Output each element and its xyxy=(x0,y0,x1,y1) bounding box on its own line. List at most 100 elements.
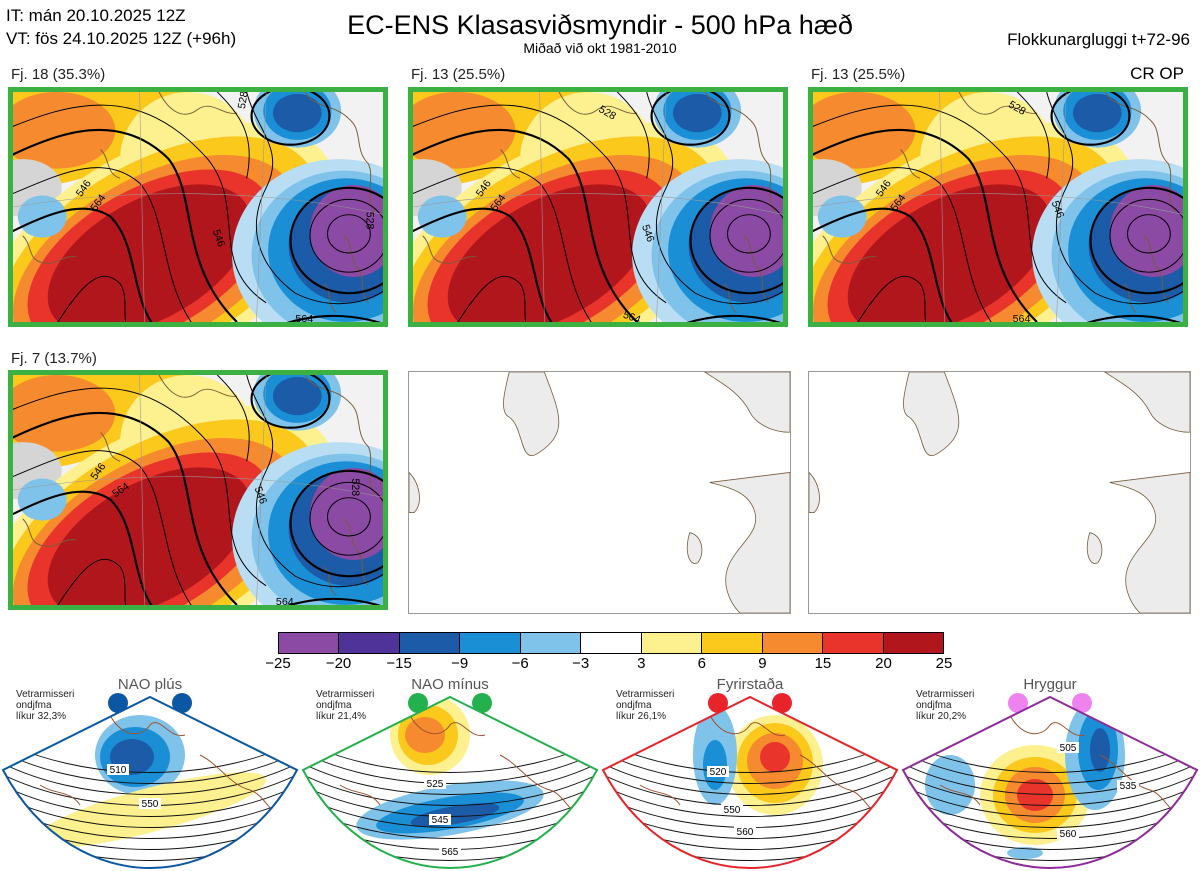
regime-meta: Vetrarmisseri ondjfma líkur 26,1% xyxy=(616,689,674,722)
anomaly-field xyxy=(1090,728,1110,772)
regime-dot xyxy=(408,693,428,713)
colorbar-segment xyxy=(519,633,581,653)
colorbar-segment xyxy=(822,633,883,653)
cluster-panel-2: 564 546 528 546 564 xyxy=(408,87,788,327)
regime-meta-line: líkur 20,2% xyxy=(916,711,967,722)
colorbar-tick-label: 15 xyxy=(814,655,832,672)
height-contour xyxy=(903,756,1197,795)
cluster-panel-1: 564 546 528 528 546 564 xyxy=(8,87,388,327)
panel-label-1: Fj. 18 (35.3%) xyxy=(11,66,106,83)
panel-label-4: Fj. 7 (13.7%) xyxy=(11,350,97,367)
page-title: EC-ENS Klasasviðsmyndir - 500 hPa hæð xyxy=(347,10,853,40)
regime-name: Fyrirstaða xyxy=(716,676,784,693)
contour-label-bg xyxy=(707,766,729,777)
contour-label-bg xyxy=(139,798,161,809)
regime-meta-line: Vetrarmisseri xyxy=(916,689,975,700)
contour-label: 546 xyxy=(1049,199,1067,220)
colorbar-tick-label: −20 xyxy=(325,655,352,672)
colorbar-tick-label: −15 xyxy=(386,655,412,672)
contour-label: 525 xyxy=(427,779,444,790)
regime-meta-line: Vetrarmisseri xyxy=(316,689,375,700)
empty-panel-5 xyxy=(408,371,791,614)
colorbar xyxy=(278,632,944,654)
empty-panel-6 xyxy=(808,371,1191,614)
init-time: IT: mán 20.10.2025 12Z xyxy=(6,6,186,25)
regime-meta-line: líkur 21,4% xyxy=(316,711,367,722)
contour-label: 546 xyxy=(210,228,228,249)
contour-label: 545 xyxy=(432,815,449,826)
regime-dot xyxy=(472,693,492,713)
classification-window: Flokkunargluggi t+72-96 xyxy=(1007,30,1190,49)
colorbar-tick-label: 20 xyxy=(875,655,892,672)
contour-label: 546 xyxy=(252,485,270,506)
anomaly-field xyxy=(703,740,727,790)
anomaly-field xyxy=(760,742,790,772)
legend-tag: CR OP xyxy=(1130,64,1184,83)
regime-dot xyxy=(772,693,792,713)
colorbar-segment xyxy=(338,633,399,653)
regime-border xyxy=(601,695,899,870)
anomaly-field xyxy=(33,772,267,848)
regime-name: Hryggur xyxy=(1023,676,1077,693)
height-contour xyxy=(603,767,897,806)
contour-label: 550 xyxy=(724,805,741,816)
regime-meta-line: líkur 26,1% xyxy=(616,711,667,722)
regime-meta-line: Vetrarmisseri xyxy=(616,689,675,700)
anomaly-field xyxy=(1017,779,1053,811)
height-contour xyxy=(3,778,297,817)
contour-label: 535 xyxy=(1120,781,1137,792)
header-info: IT: mán 20.10.2025 12Z VT: fös 24.10.202… xyxy=(6,4,236,50)
regime-meta-line: ondjfma xyxy=(616,700,652,711)
height-contour xyxy=(303,745,597,784)
height-contour xyxy=(303,767,597,806)
colorbar-tick-label: −25 xyxy=(265,655,291,672)
contour-label-bg xyxy=(721,804,743,815)
contour-label: 550 xyxy=(142,799,159,810)
regime-dot xyxy=(1008,693,1028,713)
contour-label: 528 xyxy=(349,478,361,496)
colorbar-tick-label: −3 xyxy=(572,655,590,672)
contour-label-bg xyxy=(1057,742,1079,753)
regime-map: 505 535 560 xyxy=(901,695,1199,870)
contour-label: 560 xyxy=(1060,829,1077,840)
regime-dot xyxy=(172,693,192,713)
contour-label: 565 xyxy=(442,847,459,858)
height-contour xyxy=(603,778,897,817)
regime-name: NAO plús xyxy=(117,676,183,693)
colorbar-tick-label: 25 xyxy=(935,655,953,672)
regime-meta-line: Vetrarmisseri xyxy=(16,689,75,700)
contour-label: 546 xyxy=(639,223,657,244)
contour-label: 528 xyxy=(363,212,375,230)
regime-meta-line: ondjfma xyxy=(916,700,952,711)
colorbar-segment xyxy=(398,633,460,653)
panel-label-3: Fj. 13 (25.5%) xyxy=(811,66,906,83)
colorbar-tick-label: −9 xyxy=(451,655,469,672)
colorbar-segment xyxy=(761,633,823,653)
colorbar-segment xyxy=(640,633,702,653)
contour-label: 560 xyxy=(737,827,754,838)
cluster-panel-4: 546 564 546 528 564 xyxy=(8,370,388,610)
height-contour xyxy=(3,756,297,795)
cluster-panel-3: 564 546 528 546 564 xyxy=(808,87,1188,327)
regime-meta-line: líkur 32,3% xyxy=(16,711,67,722)
regime-map: 525 545 565 xyxy=(301,695,599,870)
contour-label-bg xyxy=(1057,828,1079,839)
height-contour xyxy=(903,767,1197,806)
regime-border xyxy=(1,695,299,870)
anomaly-field xyxy=(405,717,445,753)
colorbar-tick-label: 6 xyxy=(697,655,706,672)
contour-label: 564 xyxy=(276,596,294,605)
colorbar-tick-label: −6 xyxy=(511,655,529,672)
regime-meta: Vetrarmisseri ondjfma líkur 21,4% xyxy=(316,689,374,722)
regime-border xyxy=(901,695,1199,870)
page-subtitle: Miðað við okt 1981-2010 xyxy=(523,40,677,56)
regime-border xyxy=(301,695,599,870)
contour-label-bg xyxy=(439,846,461,857)
height-contour xyxy=(903,778,1197,817)
height-contour xyxy=(903,745,1197,784)
contour-label-bg xyxy=(424,778,446,789)
contour-label-bg xyxy=(429,814,451,825)
regime-dot xyxy=(108,693,128,713)
contour-label-bg xyxy=(734,826,756,837)
contour-label: 564 xyxy=(621,309,642,322)
